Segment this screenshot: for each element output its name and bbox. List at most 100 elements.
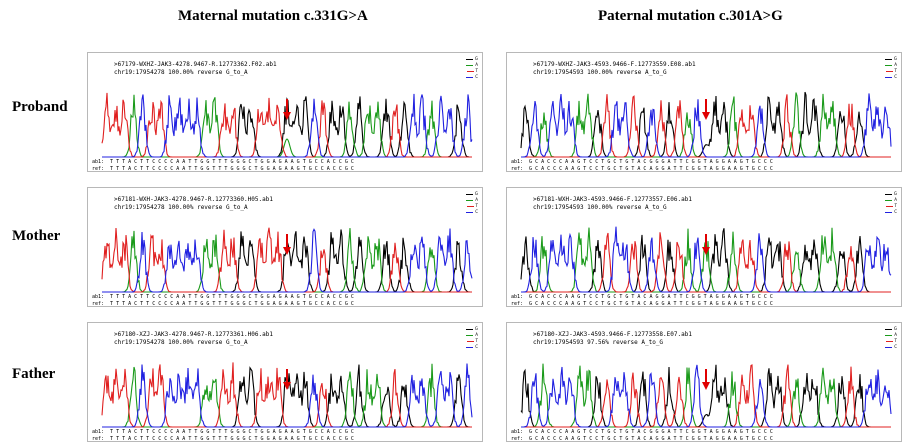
trace-file-name: >67181-WXH-JAK3-4278.9467-R.12773360.H05… xyxy=(114,196,273,203)
legend-swatch xyxy=(466,70,474,72)
trace-file-name: >67181-WXH-JAK3-4593.9466-F.12773557.E06… xyxy=(533,196,692,203)
ab1-tag: ab1: xyxy=(92,294,105,300)
legend-label: C xyxy=(475,344,478,349)
chromatogram-trace xyxy=(520,91,892,158)
legend-entry-C: C xyxy=(466,344,478,350)
legend-label: T xyxy=(894,68,897,73)
trace-locus-info: chr19:17954593 100.00% reverse A_to_G xyxy=(533,204,667,211)
legend-label: G xyxy=(474,56,478,61)
variant-arrow-icon xyxy=(702,99,710,120)
trace-header: >67180-XZJ-JAK3-4278.9467-R.12773361.H06… xyxy=(114,331,273,347)
ab1-sequence: G C A C C C A A G T C C T G C T G T A C … xyxy=(529,429,773,435)
legend-entry-A: A xyxy=(466,332,478,338)
trace-locus-info: chr19:17954278 100.00% reverse G_to_A xyxy=(114,339,248,346)
row-label-father: Father xyxy=(12,366,56,382)
legend-entry-A: A xyxy=(885,197,897,203)
legend-swatch xyxy=(466,199,474,201)
legend-entry-G: G xyxy=(465,326,478,332)
legend-label: A xyxy=(475,62,478,67)
legend-swatch xyxy=(885,346,893,348)
trace-header: >67180-XZJ-JAK3-4593.9466-F.12773558.E07… xyxy=(533,331,692,347)
chromatogram-trace xyxy=(101,362,473,428)
legend-entry-G: G xyxy=(465,191,478,197)
legend-label: C xyxy=(894,209,897,214)
legend-label: C xyxy=(894,74,897,79)
ref-tag: ref: xyxy=(511,166,524,172)
legend-swatch xyxy=(884,193,892,195)
ref-tag: ref: xyxy=(511,436,524,442)
legend-label: G xyxy=(474,191,478,196)
ref-tag: ref: xyxy=(92,301,105,307)
chromatogram-trace xyxy=(520,363,892,428)
legend-entry-C: C xyxy=(466,74,478,80)
legend-swatch xyxy=(466,205,474,207)
ref-sequence-row: ref: T T T A C T T C C C C A A T T G G T … xyxy=(92,301,354,307)
trace-header: >67181-WXH-JAK3-4593.9466-F.12773557.E06… xyxy=(533,196,692,212)
ab1-sequence-row: ab1: T T T A C T T C C C C A A T T G G T … xyxy=(92,159,354,165)
legend-label: A xyxy=(894,62,897,67)
ab1-sequence: T T T A C T T C C C C A A T T G G T T T … xyxy=(110,429,354,435)
chromatogram-panel-mother-maternal: >67181-WXH-JAK3-4278.9467-R.12773360.H05… xyxy=(87,187,483,307)
legend-swatch xyxy=(465,193,473,195)
trace-locus-info: chr19:17954593 100.00% reverse A_to_G xyxy=(533,69,667,76)
ab1-sequence-row: ab1: G C A C C C A A G T C C T G C T G T … xyxy=(511,159,773,165)
ref-sequence-row: ref: T T T A C T T C C C C A A T T G G T … xyxy=(92,436,354,442)
trace-header: >67179-WXHZ-JAK3-4278.9467-R.12773362.F0… xyxy=(114,61,277,77)
trace-file-name: >67179-WXHZ-JAK3-4593.9466-F.12773559.E0… xyxy=(533,61,696,68)
legend-entry-T: T xyxy=(885,68,897,74)
legend-swatch xyxy=(885,76,893,78)
legend-swatch xyxy=(885,334,893,336)
ref-sequence: G C A C C C A A G T C C T G C T G T A C … xyxy=(529,301,773,307)
trace-locus-info: chr19:17954593 97.56% reverse A_to_G xyxy=(533,339,664,346)
chromatogram-trace xyxy=(101,227,473,293)
legend-label: T xyxy=(894,338,897,343)
legend-swatch xyxy=(466,64,474,66)
ref-tag: ref: xyxy=(92,166,105,172)
trace-header: >67179-WXHZ-JAK3-4593.9466-F.12773559.E0… xyxy=(533,61,696,77)
trace-locus-info: chr19:17954278 100.00% reverse G_to_A xyxy=(114,69,248,76)
ref-sequence: G C A C C C A A G T C C T G C T G T A C … xyxy=(529,166,773,172)
legend-entry-T: T xyxy=(885,338,897,344)
variant-arrow-icon xyxy=(283,234,291,255)
trace-channel-C xyxy=(102,228,473,293)
trace-header: >67181-WXH-JAK3-4278.9467-R.12773360.H05… xyxy=(114,196,273,212)
legend-entry-G: G xyxy=(465,56,478,62)
ab1-sequence-row: ab1: G C A C C C A A G T C C T G C T G T … xyxy=(511,294,773,300)
legend-swatch xyxy=(885,70,893,72)
legend-label: T xyxy=(894,203,897,208)
legend-swatch xyxy=(466,346,474,348)
legend-label: G xyxy=(893,56,897,61)
legend-entry-C: C xyxy=(885,209,897,215)
ab1-tag: ab1: xyxy=(511,429,524,435)
chromatogram-panel-father-maternal: >67180-XZJ-JAK3-4278.9467-R.12773361.H06… xyxy=(87,322,483,442)
chromatogram-panel-father-paternal: >67180-XZJ-JAK3-4593.9466-F.12773558.E07… xyxy=(506,322,902,442)
ref-sequence-row: ref: G C A C C C A A G T C C T G C T G T … xyxy=(511,166,773,172)
legend-label: A xyxy=(475,332,478,337)
trace-channel-C xyxy=(521,226,892,293)
ref-sequence-row: ref: G C A C C C A A G T C C T G C T G T … xyxy=(511,436,773,442)
legend-swatch xyxy=(884,328,892,330)
chromatogram-panel-mother-paternal: >67181-WXH-JAK3-4593.9466-F.12773557.E06… xyxy=(506,187,902,307)
ref-tag: ref: xyxy=(92,436,105,442)
ab1-tag: ab1: xyxy=(92,429,105,435)
row-label-proband: Proband xyxy=(12,99,68,115)
column-title-paternal: Paternal mutation c.301A>G xyxy=(598,8,783,24)
legend-label: A xyxy=(894,197,897,202)
variant-arrow-icon xyxy=(702,234,710,255)
legend-swatch xyxy=(884,58,892,60)
variant-arrow-icon xyxy=(702,369,710,390)
legend-entry-T: T xyxy=(466,68,478,74)
ab1-sequence: T T T A C T T C C C C A A T T G G T T T … xyxy=(110,294,354,300)
legend-swatch xyxy=(466,76,474,78)
legend-swatch xyxy=(465,58,473,60)
trace-file-name: >67179-WXHZ-JAK3-4278.9467-R.12773362.F0… xyxy=(114,61,277,68)
ab1-sequence: T T T A C T T C C C C A A T T G G T T T … xyxy=(110,159,354,165)
legend-swatch xyxy=(885,211,893,213)
row-label-mother: Mother xyxy=(12,228,61,244)
legend-swatch xyxy=(466,211,474,213)
legend-label: T xyxy=(475,203,478,208)
legend-label: C xyxy=(894,344,897,349)
